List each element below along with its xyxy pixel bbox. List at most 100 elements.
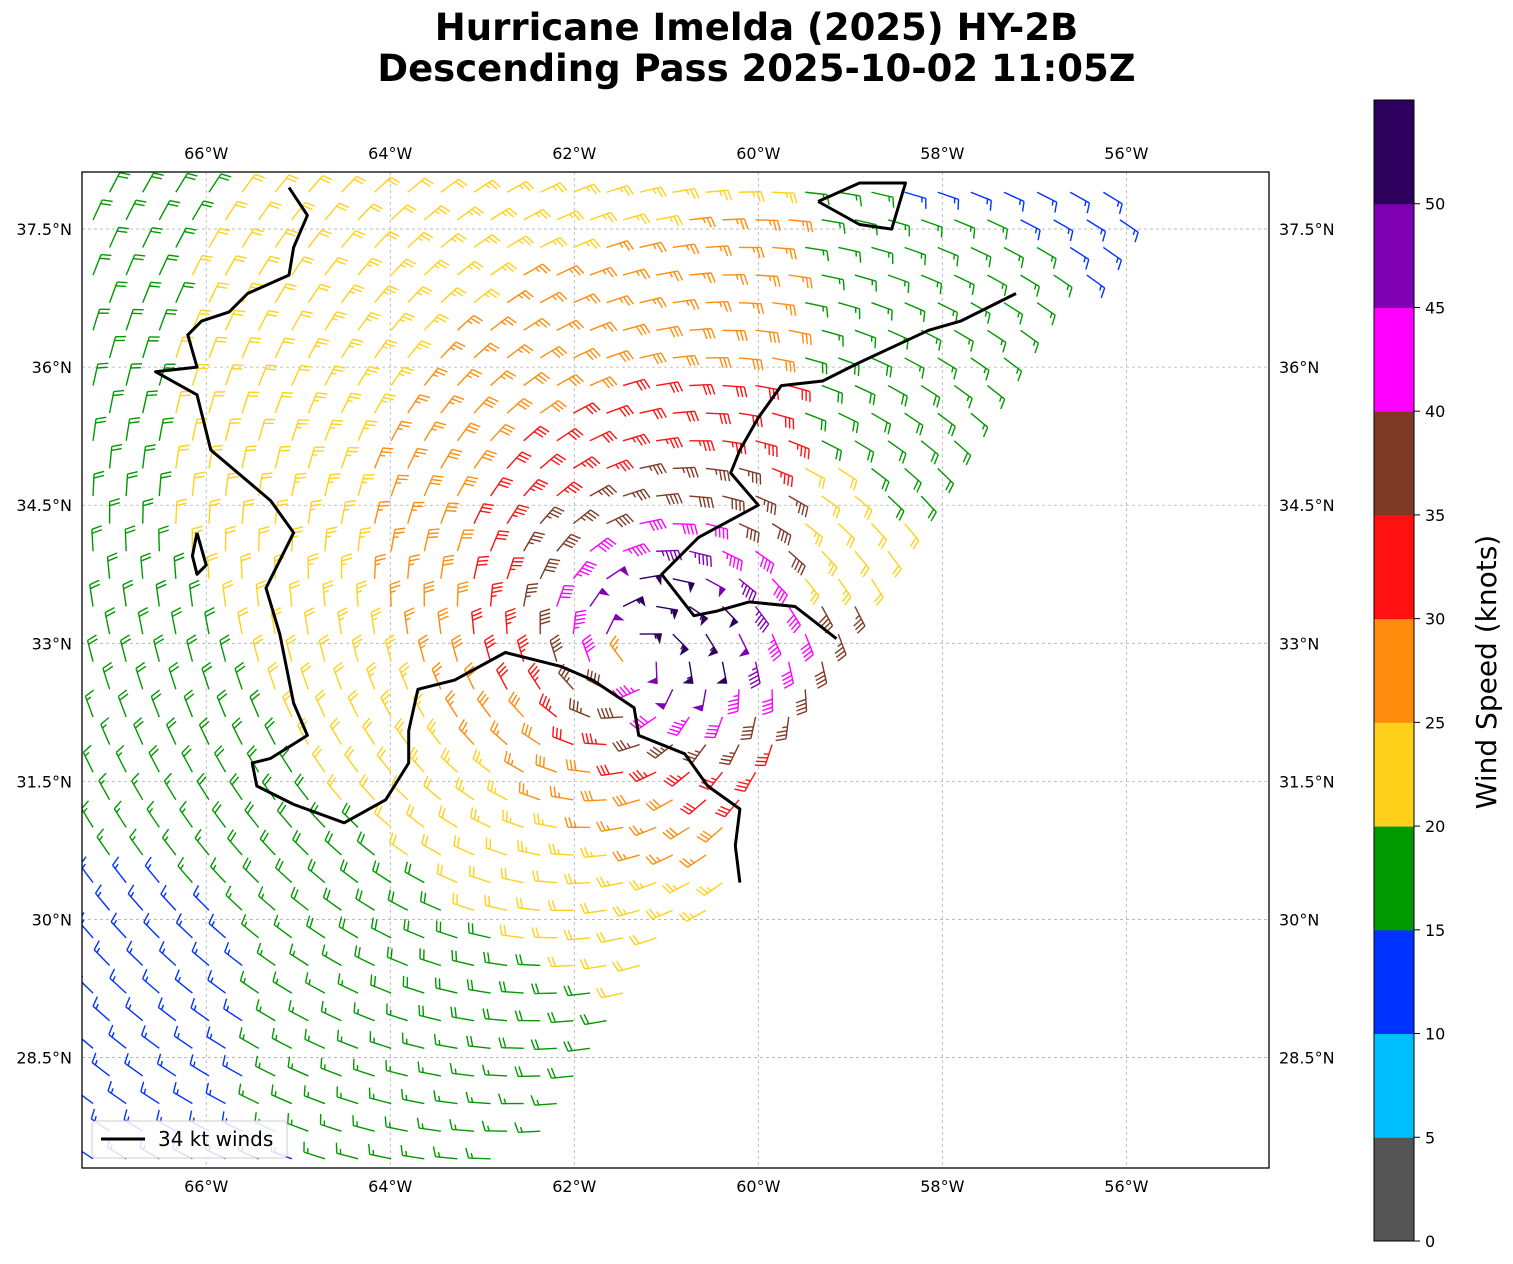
- wind-barbs: [82, 172, 1139, 1160]
- wind-barb: [953, 440, 972, 466]
- wind-34kt-contour: [154, 186, 742, 883]
- wind-barb: [722, 550, 743, 572]
- wind-barb: [125, 308, 144, 331]
- wind-barb: [748, 661, 761, 689]
- chart-title-line-1: Hurricane Imelda (2025) HY-2B: [434, 6, 1079, 49]
- wind-barb: [433, 1033, 458, 1050]
- wind-barb: [373, 393, 396, 414]
- wind-barb: [86, 634, 98, 662]
- wind-barb: [419, 891, 442, 911]
- wind-barb: [539, 558, 561, 580]
- wind-barb: [639, 574, 662, 586]
- wind-barb: [208, 282, 229, 304]
- wind-barb: [137, 607, 149, 635]
- wind-barb: [539, 608, 551, 635]
- wind-barb: [672, 522, 699, 535]
- wind-barb: [589, 587, 610, 607]
- wind-barb: [596, 764, 624, 777]
- map-gridlines: [82, 172, 1269, 1168]
- wind-barb: [656, 270, 684, 282]
- colorbar-tick-label: 5: [1425, 1128, 1435, 1147]
- wind-barb: [339, 859, 359, 884]
- wind-barb: [436, 863, 458, 884]
- wind-barb: [612, 794, 640, 807]
- wind-barb: [539, 182, 568, 193]
- wind-barb: [337, 607, 349, 635]
- wind-barb: [108, 335, 126, 359]
- wind-barb: [357, 526, 372, 552]
- lon-tick-label-bottom: 56°W: [1104, 1177, 1148, 1196]
- wind-barb: [490, 316, 517, 331]
- wind-barb: [904, 412, 924, 436]
- wind-barb: [516, 634, 529, 662]
- wind-barb: [440, 232, 467, 249]
- wind-barb: [689, 327, 716, 340]
- wind-barb: [423, 475, 444, 497]
- wind-barb: [514, 1122, 541, 1133]
- wind-barb: [82, 800, 94, 828]
- wind-barb: [589, 484, 618, 497]
- wind-barb: [490, 262, 518, 276]
- wind-barb: [158, 525, 169, 552]
- wind-barb: [344, 745, 359, 773]
- wind-barb: [208, 336, 228, 359]
- wind-barb: [291, 201, 316, 221]
- wind-barb: [552, 726, 574, 746]
- wind-barb: [222, 1054, 243, 1077]
- wind-barb: [320, 1057, 342, 1077]
- wind-barb: [238, 1083, 259, 1105]
- wind-barb: [189, 1054, 210, 1077]
- wind-barb: [772, 191, 798, 204]
- wind-barb: [639, 241, 667, 253]
- wind-barb: [107, 1080, 127, 1105]
- wind-barb: [606, 295, 634, 306]
- wind-barb: [689, 495, 715, 509]
- wind-barb: [292, 830, 309, 856]
- wind-barb: [417, 1061, 441, 1077]
- wind-barb: [473, 234, 501, 249]
- wind-barb: [211, 800, 227, 828]
- wind-barb: [970, 191, 992, 211]
- wind-barb: [224, 418, 242, 441]
- wind-barb: [92, 308, 110, 331]
- wind-barb: [340, 553, 353, 579]
- wind-barb: [324, 830, 342, 856]
- wind-barb: [353, 1002, 375, 1022]
- wind-barb: [580, 790, 607, 802]
- wind-barb: [188, 579, 200, 607]
- wind-barb: [368, 1087, 392, 1105]
- wind-barb: [639, 407, 667, 420]
- wind-barb: [352, 1115, 375, 1132]
- wind-barb: [755, 550, 775, 574]
- wind-barb: [716, 661, 728, 684]
- wind-barb: [122, 579, 134, 607]
- wind-barb: [285, 634, 297, 662]
- wind-barb: [622, 213, 651, 225]
- wind-barb: [734, 771, 757, 793]
- wind-barb: [373, 447, 394, 469]
- wind-barb: [158, 941, 177, 967]
- lat-tick-label-right: 34.5°N: [1279, 496, 1335, 515]
- wind-barb: [704, 716, 724, 739]
- wind-barb: [175, 444, 190, 469]
- wind-barb: [672, 243, 700, 255]
- wind-barb: [423, 367, 448, 386]
- wind-barb: [82, 968, 94, 994]
- wind-barb: [142, 281, 162, 303]
- wind-barb: [1119, 219, 1139, 243]
- wind-barb: [656, 436, 683, 449]
- wind-barb: [738, 246, 765, 258]
- wind-barb: [321, 944, 342, 967]
- wind-barb: [596, 707, 624, 720]
- wind-barb: [440, 287, 467, 304]
- wind-barb: [837, 523, 856, 549]
- wind-barb: [589, 430, 618, 443]
- wind-barb: [394, 717, 409, 745]
- wind-barb: [497, 1093, 524, 1105]
- wind-barb: [656, 492, 683, 505]
- wind-barb: [127, 884, 144, 911]
- wind-barb: [628, 934, 657, 946]
- wind-barb: [389, 580, 401, 607]
- wind-barb: [141, 968, 160, 994]
- wind-barb: [376, 746, 392, 773]
